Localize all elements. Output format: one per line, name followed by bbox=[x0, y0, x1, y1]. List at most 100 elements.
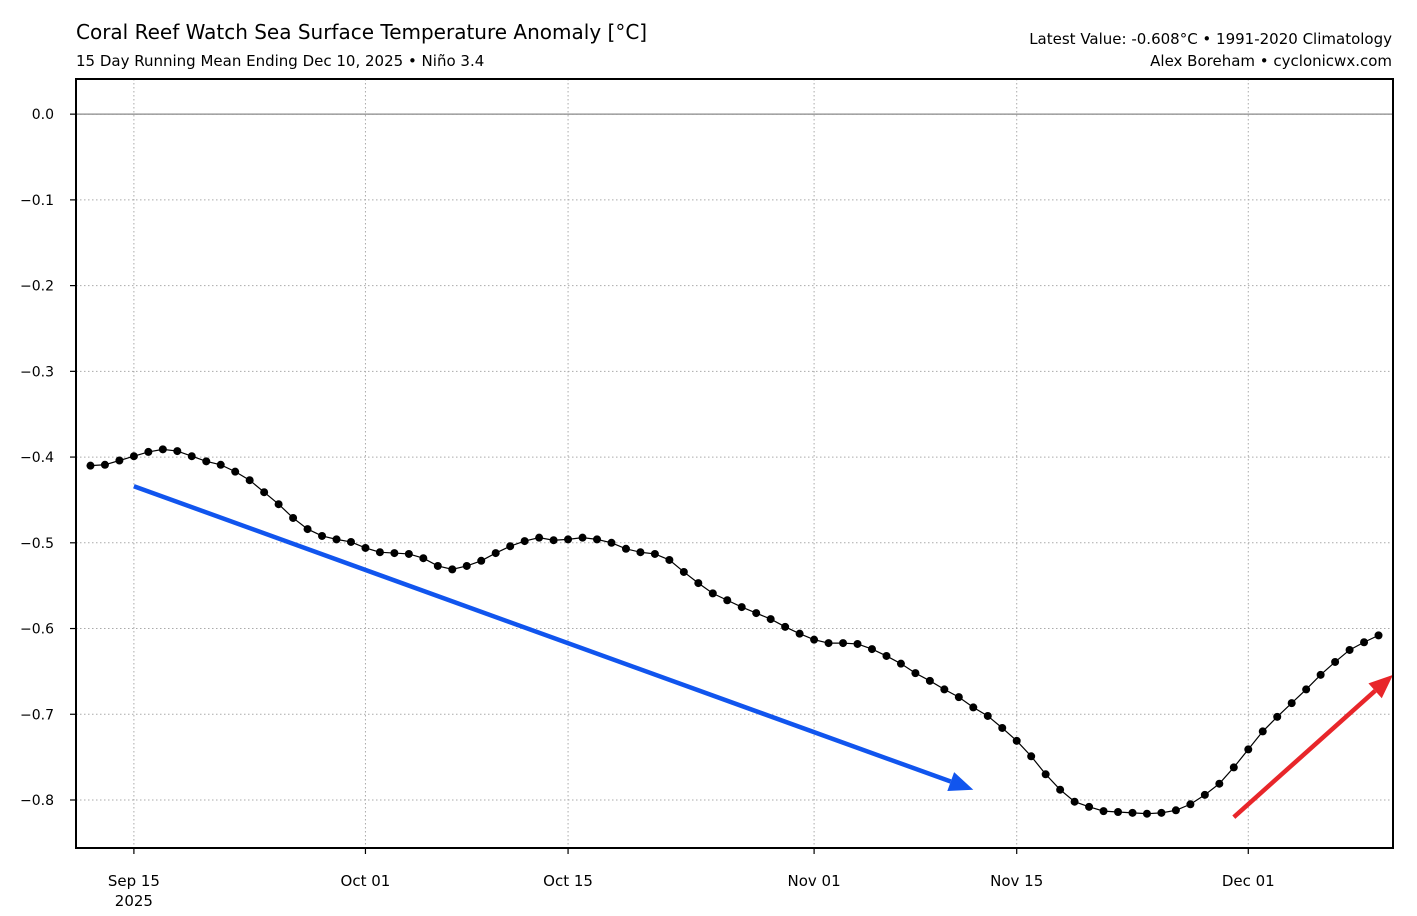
data-point bbox=[1244, 745, 1253, 754]
data-point bbox=[810, 635, 819, 644]
data-point bbox=[1287, 699, 1296, 708]
axes: 0.0 −0.1 −0.2 −0.3 −0.4 −0.5 −0.6 −0.7 −0.8 Sep 1… bbox=[20, 107, 1275, 910]
data-point bbox=[231, 467, 240, 476]
data-point bbox=[679, 567, 688, 576]
data-point bbox=[419, 554, 428, 563]
data-point bbox=[795, 629, 804, 638]
x-tick-label: Nov 15 bbox=[990, 872, 1043, 890]
data-point bbox=[694, 579, 703, 588]
data-point bbox=[303, 525, 312, 534]
x-tick-label: Dec 01 bbox=[1222, 872, 1275, 890]
data-point bbox=[346, 537, 355, 546]
data-point bbox=[896, 659, 905, 668]
data-point bbox=[375, 548, 384, 557]
data-point bbox=[361, 543, 370, 552]
data-point bbox=[824, 639, 833, 648]
data-point bbox=[1085, 802, 1094, 811]
data-point bbox=[1027, 752, 1036, 761]
data-point bbox=[1302, 685, 1311, 694]
data-point bbox=[390, 549, 399, 558]
data-point bbox=[1128, 808, 1137, 817]
data-point bbox=[752, 609, 761, 618]
data-point bbox=[593, 535, 602, 544]
data-point bbox=[1157, 808, 1166, 817]
y-tick-label: −0.5 bbox=[20, 536, 54, 552]
data-point bbox=[332, 535, 341, 544]
data-point bbox=[1229, 763, 1238, 772]
data-point bbox=[535, 533, 544, 542]
data-point bbox=[129, 452, 138, 461]
y-tick-label: −0.6 bbox=[20, 622, 54, 638]
data-point bbox=[1316, 670, 1325, 679]
data-point bbox=[1200, 790, 1209, 799]
data-point bbox=[187, 452, 196, 461]
data-point bbox=[621, 544, 630, 553]
data-point bbox=[650, 549, 659, 558]
data-point bbox=[115, 456, 124, 465]
data-point bbox=[723, 596, 732, 605]
data-point bbox=[882, 651, 891, 660]
data-point bbox=[781, 622, 790, 631]
data-point bbox=[448, 565, 457, 574]
y-tick-label: −0.3 bbox=[20, 364, 54, 380]
data-point bbox=[839, 639, 848, 648]
chart-subtitle: 15 Day Running Mean Ending Dec 10, 2025 … bbox=[76, 52, 484, 70]
series-line bbox=[90, 448, 1379, 815]
data-point bbox=[1360, 638, 1369, 647]
data-point bbox=[202, 457, 211, 466]
data-point bbox=[433, 561, 442, 570]
data-point bbox=[1070, 797, 1079, 806]
data-point bbox=[1273, 712, 1282, 721]
data-point bbox=[1345, 645, 1354, 654]
data-point bbox=[1114, 807, 1123, 816]
data-point bbox=[983, 711, 992, 720]
data-point bbox=[86, 461, 95, 470]
chart-title: Coral Reef Watch Sea Surface Temperature… bbox=[76, 20, 647, 44]
data-point bbox=[665, 555, 674, 564]
data-point bbox=[853, 639, 862, 648]
data-point bbox=[260, 488, 269, 497]
data-point bbox=[158, 445, 167, 454]
uptrend-arrow-shaft bbox=[1232, 689, 1377, 819]
data-point bbox=[144, 447, 153, 456]
data-point bbox=[245, 476, 254, 485]
data-point bbox=[477, 556, 486, 565]
data-point bbox=[173, 447, 182, 456]
data-point bbox=[737, 603, 746, 612]
data-point bbox=[462, 561, 471, 570]
data-point bbox=[867, 645, 876, 654]
data-point bbox=[607, 538, 616, 547]
y-tick-label: −0.7 bbox=[20, 707, 54, 723]
x-tick-label: Oct 01 bbox=[341, 872, 391, 890]
x-tick-label: Sep 15 bbox=[108, 872, 160, 890]
grid bbox=[76, 79, 1393, 848]
data-point bbox=[100, 460, 109, 469]
plot-frame bbox=[75, 78, 1394, 849]
downtrend-arrow-shaft bbox=[133, 484, 952, 784]
data-point bbox=[216, 460, 225, 469]
data-point bbox=[954, 693, 963, 702]
data-point bbox=[708, 589, 717, 598]
author-credit: Alex Boreham • cyclonicwx.com bbox=[1150, 52, 1392, 70]
data-point bbox=[1331, 657, 1340, 666]
data-point bbox=[564, 535, 573, 544]
y-tick-label: 0.0 bbox=[32, 107, 54, 123]
downtrend-arrow-head bbox=[947, 772, 974, 791]
data-point bbox=[318, 531, 327, 540]
data-point bbox=[1041, 770, 1050, 779]
data-point bbox=[1099, 807, 1108, 816]
y-tick-label: −0.2 bbox=[20, 279, 54, 295]
data-point bbox=[1374, 631, 1383, 640]
data-point bbox=[578, 533, 587, 542]
x-tick-label: Nov 01 bbox=[788, 872, 841, 890]
plot-marks bbox=[86, 445, 1393, 819]
data-point bbox=[549, 536, 558, 545]
data-point bbox=[404, 549, 413, 558]
x-tick-year-label: 2025 bbox=[115, 892, 153, 910]
y-tick-label: −0.4 bbox=[20, 450, 54, 466]
data-point bbox=[1056, 785, 1065, 794]
data-point bbox=[1171, 806, 1180, 815]
data-point bbox=[911, 669, 920, 678]
y-tick-label: −0.8 bbox=[20, 793, 54, 809]
